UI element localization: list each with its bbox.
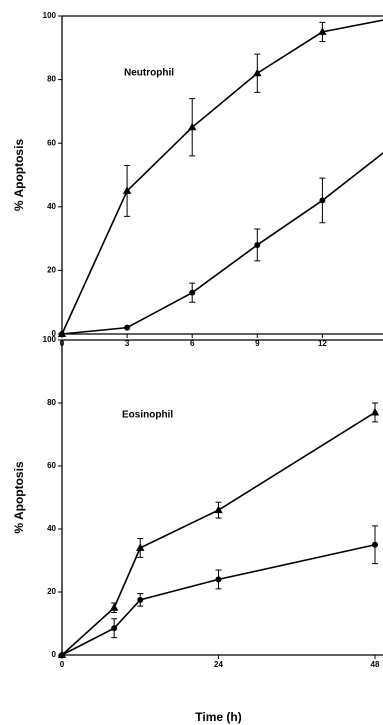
- marker: [59, 652, 65, 658]
- marker: [215, 576, 222, 583]
- y-tick-label: 100: [43, 11, 57, 20]
- series-line: [61, 411, 376, 656]
- marker: [109, 603, 119, 611]
- y-tick-label: 0: [52, 329, 57, 338]
- marker: [188, 122, 197, 131]
- y-tick-label: 80: [47, 75, 56, 84]
- y-tick-label: 20: [47, 266, 56, 275]
- marker: [124, 324, 131, 331]
- y-axis-title: % Apoptosis: [12, 139, 26, 212]
- marker: [214, 505, 223, 514]
- annotation: Eosinophil: [122, 410, 173, 421]
- y-tick-label: 20: [47, 587, 56, 596]
- x-tick-label: 6: [190, 339, 195, 348]
- x-axis-title: Time (h): [195, 710, 241, 724]
- y-tick-label: 60: [47, 461, 56, 470]
- x-tick-label: 9: [255, 339, 260, 348]
- marker: [370, 407, 380, 416]
- marker: [189, 289, 196, 296]
- marker: [372, 541, 378, 548]
- series-line: [61, 19, 383, 335]
- series-line: [61, 152, 383, 335]
- x-tick-label: 24: [214, 660, 223, 669]
- marker: [253, 68, 262, 77]
- marker: [111, 625, 118, 632]
- marker: [319, 197, 326, 204]
- marker: [136, 543, 145, 551]
- y-tick-label: 40: [47, 202, 56, 211]
- y-tick-label: 60: [47, 138, 56, 147]
- annotation: Neutrophil: [124, 68, 174, 79]
- y-tick-label: 0: [52, 650, 57, 659]
- y-tick-label: 80: [47, 398, 56, 407]
- marker: [318, 27, 327, 35]
- x-tick-label: 48: [371, 660, 380, 669]
- marker: [122, 186, 132, 194]
- series-line: [61, 543, 376, 656]
- marker: [137, 596, 144, 603]
- x-tick-label: 3: [125, 339, 130, 348]
- y-tick-label: 100: [43, 335, 57, 344]
- y-axis-title: % Apoptosis: [12, 461, 26, 534]
- y-tick-label: 40: [47, 524, 56, 533]
- marker: [59, 331, 65, 337]
- x-tick-label: 0: [60, 660, 65, 669]
- x-tick-label: 12: [318, 339, 327, 348]
- marker: [254, 241, 261, 248]
